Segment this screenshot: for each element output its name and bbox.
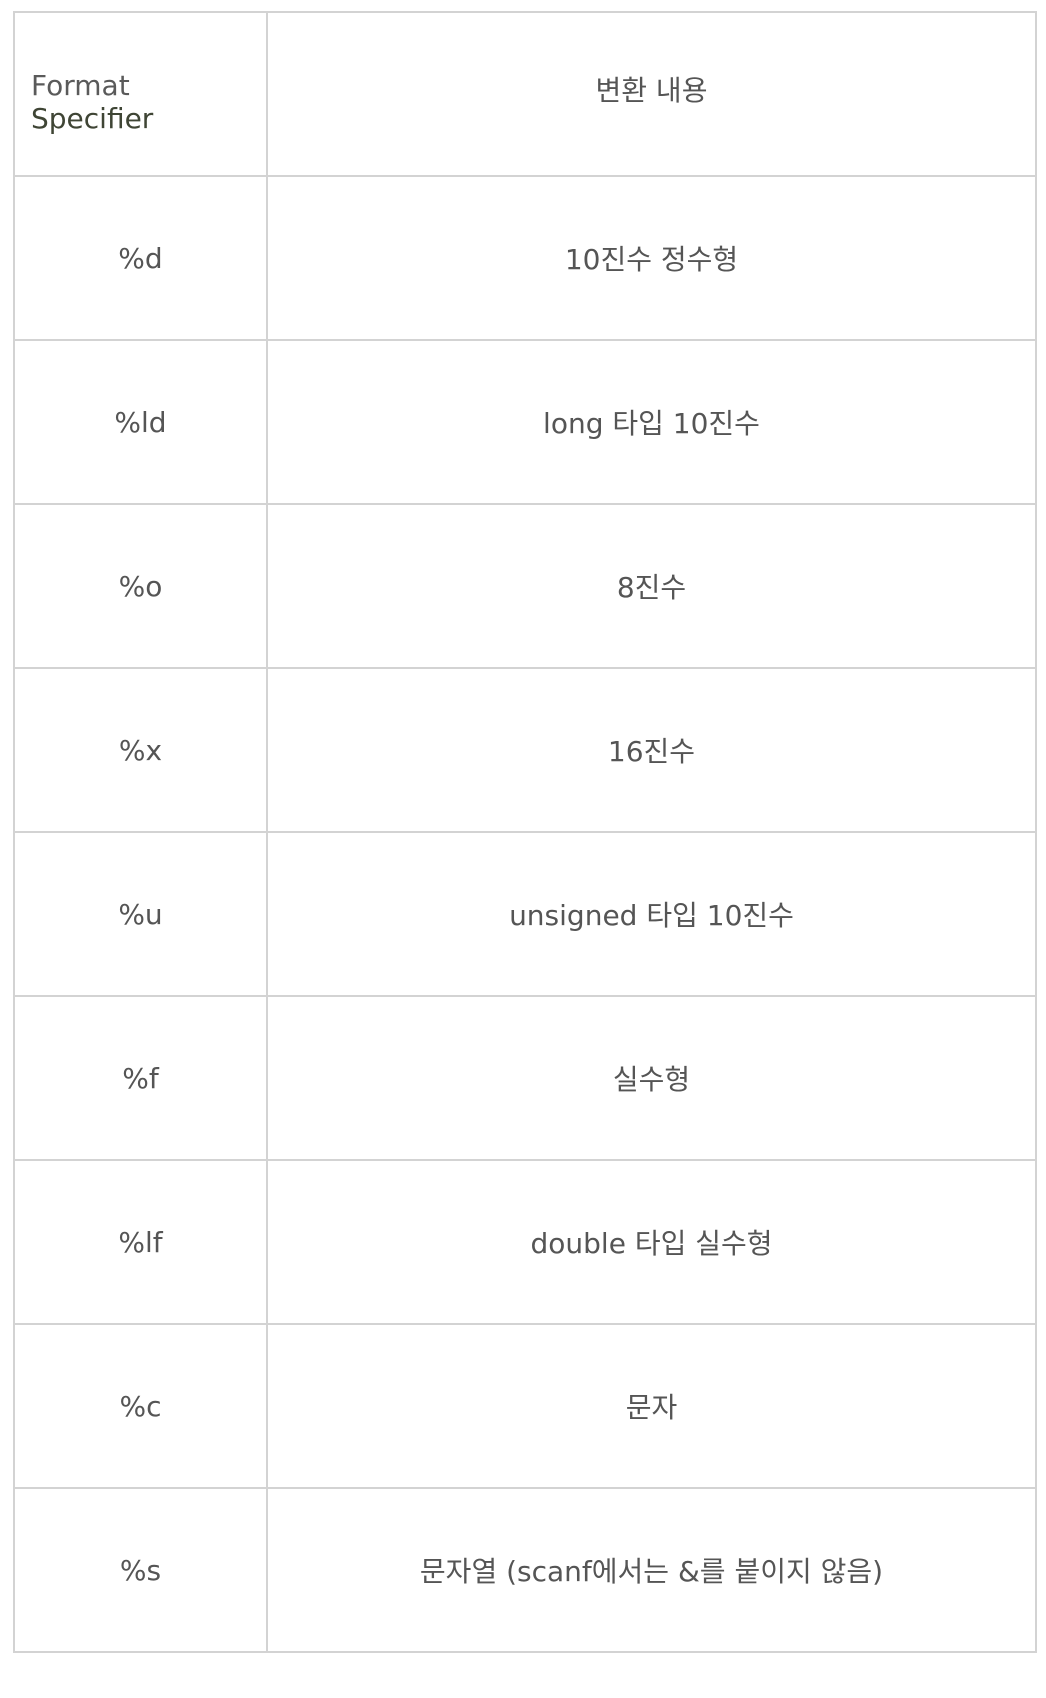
specifier-cell: %o	[13, 503, 268, 669]
table-row: %s 문자열 (scanf에서는 &를 붙이지 않음)	[13, 1487, 1037, 1653]
format-specifier-table: Format Specifier 변환 내용 %d 10진수 정수형 %ld l…	[13, 11, 1037, 1653]
header-specifier-word: Specifier	[31, 102, 154, 135]
description-cell: 10진수 정수형	[266, 175, 1037, 341]
table-row: %d 10진수 정수형	[13, 175, 1037, 341]
table-row: %x 16진수	[13, 667, 1037, 833]
specifier-cell: %lf	[13, 1159, 268, 1325]
table-row: %o 8진수	[13, 503, 1037, 669]
table-row: %f 실수형	[13, 995, 1037, 1161]
table-row: %c 문자	[13, 1323, 1037, 1489]
header-format-specifier: Format Specifier	[13, 11, 268, 177]
table-row: %ld long 타입 10진수	[13, 339, 1037, 505]
header-conversion: 변환 내용	[266, 11, 1037, 177]
description-cell: long 타입 10진수	[266, 339, 1037, 505]
specifier-cell: %u	[13, 831, 268, 997]
specifier-cell: %d	[13, 175, 268, 341]
description-cell: 8진수	[266, 503, 1037, 669]
table-row: %u unsigned 타입 10진수	[13, 831, 1037, 997]
specifier-cell: %x	[13, 667, 268, 833]
specifier-cell: %ld	[13, 339, 268, 505]
header-format-word: Format	[31, 69, 130, 102]
specifier-cell: %f	[13, 995, 268, 1161]
description-cell: unsigned 타입 10진수	[266, 831, 1037, 997]
description-cell: 16진수	[266, 667, 1037, 833]
format-specifier-table-container: Format Specifier 변환 내용 %d 10진수 정수형 %ld l…	[13, 11, 1037, 1653]
description-cell: double 타입 실수형	[266, 1159, 1037, 1325]
description-cell: 문자열 (scanf에서는 &를 붙이지 않음)	[266, 1487, 1037, 1653]
description-cell: 실수형	[266, 995, 1037, 1161]
description-cell: 문자	[266, 1323, 1037, 1489]
table-header-row: Format Specifier 변환 내용	[13, 11, 1037, 177]
specifier-cell: %s	[13, 1487, 268, 1653]
specifier-cell: %c	[13, 1323, 268, 1489]
table-row: %lf double 타입 실수형	[13, 1159, 1037, 1325]
